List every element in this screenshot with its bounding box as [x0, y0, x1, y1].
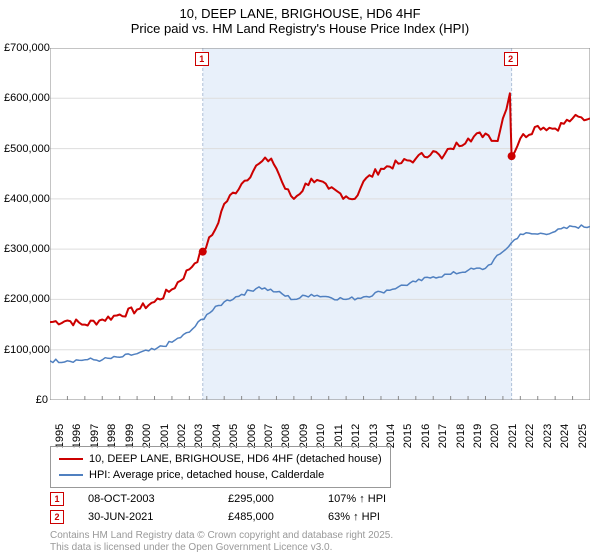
y-tick-label: £100,000: [4, 344, 48, 356]
attribution-line1: Contains HM Land Registry data © Crown c…: [50, 530, 393, 542]
legend-item: 10, DEEP LANE, BRIGHOUSE, HD6 4HF (detac…: [59, 451, 382, 467]
x-tick-label: 1999: [124, 424, 136, 448]
x-tick-label: 2017: [437, 424, 449, 448]
x-tick-label: 2013: [368, 424, 380, 448]
y-tick-label: £400,000: [4, 193, 48, 205]
y-tick-label: £300,000: [4, 243, 48, 255]
legend-label: HPI: Average price, detached house, Cald…: [89, 469, 324, 481]
x-tick-label: 2020: [489, 424, 501, 448]
y-tick-label: £600,000: [4, 92, 48, 104]
x-tick-label: 2022: [524, 424, 536, 448]
legend-label: 10, DEEP LANE, BRIGHOUSE, HD6 4HF (detac…: [89, 453, 382, 465]
x-tick-label: 1998: [106, 424, 118, 448]
x-tick-label: 2005: [228, 424, 240, 448]
x-tick-label: 2004: [211, 424, 223, 448]
chart-marker-1: 1: [195, 52, 209, 66]
x-tick-label: 2010: [315, 424, 327, 448]
legend-swatch: [59, 458, 83, 460]
x-tick-label: 2009: [298, 424, 310, 448]
y-tick-label: £200,000: [4, 293, 48, 305]
annotation-pct: 107% ↑ HPI: [328, 493, 448, 505]
legend: 10, DEEP LANE, BRIGHOUSE, HD6 4HF (detac…: [50, 446, 391, 488]
x-tick-label: 2015: [402, 424, 414, 448]
x-tick-label: 1996: [71, 424, 83, 448]
x-tick-label: 2003: [193, 424, 205, 448]
chart-marker-2: 2: [504, 52, 518, 66]
title-subtitle: Price paid vs. HM Land Registry's House …: [0, 21, 600, 36]
x-tick-label: 2023: [542, 424, 554, 448]
x-tick-label: 2000: [141, 424, 153, 448]
legend-swatch: [59, 474, 83, 476]
y-tick-label: £500,000: [4, 143, 48, 155]
x-tick-label: 2008: [280, 424, 292, 448]
annotation-marker: 1: [50, 492, 64, 506]
plot-svg: [50, 48, 590, 400]
annotation-table: 1 08-OCT-2003£295,000107% ↑ HPI 2 30-JUN-20…: [50, 490, 448, 526]
x-tick-label: 1997: [89, 424, 101, 448]
annotation-price: £485,000: [228, 511, 328, 523]
y-tick-label: £0: [4, 394, 48, 406]
x-tick-label: 2012: [350, 424, 362, 448]
x-tick-label: 2001: [159, 424, 171, 448]
x-tick-label: 2024: [559, 424, 571, 448]
chart-title: 10, DEEP LANE, BRIGHOUSE, HD6 4HF Price …: [0, 0, 600, 36]
x-tick-label: 1995: [54, 424, 66, 448]
annotation-price: £295,000: [228, 493, 328, 505]
x-tick-label: 2021: [507, 424, 519, 448]
x-tick-label: 2007: [263, 424, 275, 448]
annotation-marker: 2: [50, 510, 64, 524]
y-tick-label: £700,000: [4, 42, 48, 54]
x-tick-label: 2011: [333, 424, 345, 448]
annotation-row: 2 30-JUN-2021£485,00063% ↑ HPI: [50, 508, 448, 526]
annotation-date: 30-JUN-2021: [88, 511, 228, 523]
x-tick-label: 2006: [246, 424, 258, 448]
title-address: 10, DEEP LANE, BRIGHOUSE, HD6 4HF: [0, 6, 600, 21]
annotation-date: 08-OCT-2003: [88, 493, 228, 505]
x-tick-label: 2019: [472, 424, 484, 448]
legend-item: HPI: Average price, detached house, Cald…: [59, 467, 382, 483]
attribution: Contains HM Land Registry data © Crown c…: [50, 530, 393, 554]
plot-area: [50, 48, 590, 400]
attribution-line2: This data is licensed under the Open Gov…: [50, 542, 393, 554]
x-tick-label: 2018: [455, 424, 467, 448]
chart-container: 10, DEEP LANE, BRIGHOUSE, HD6 4HF Price …: [0, 0, 600, 560]
x-tick-label: 2025: [577, 424, 589, 448]
x-tick-label: 2016: [420, 424, 432, 448]
x-tick-label: 2014: [385, 424, 397, 448]
annotation-pct: 63% ↑ HPI: [328, 511, 448, 523]
x-tick-label: 2002: [176, 424, 188, 448]
annotation-row: 1 08-OCT-2003£295,000107% ↑ HPI: [50, 490, 448, 508]
